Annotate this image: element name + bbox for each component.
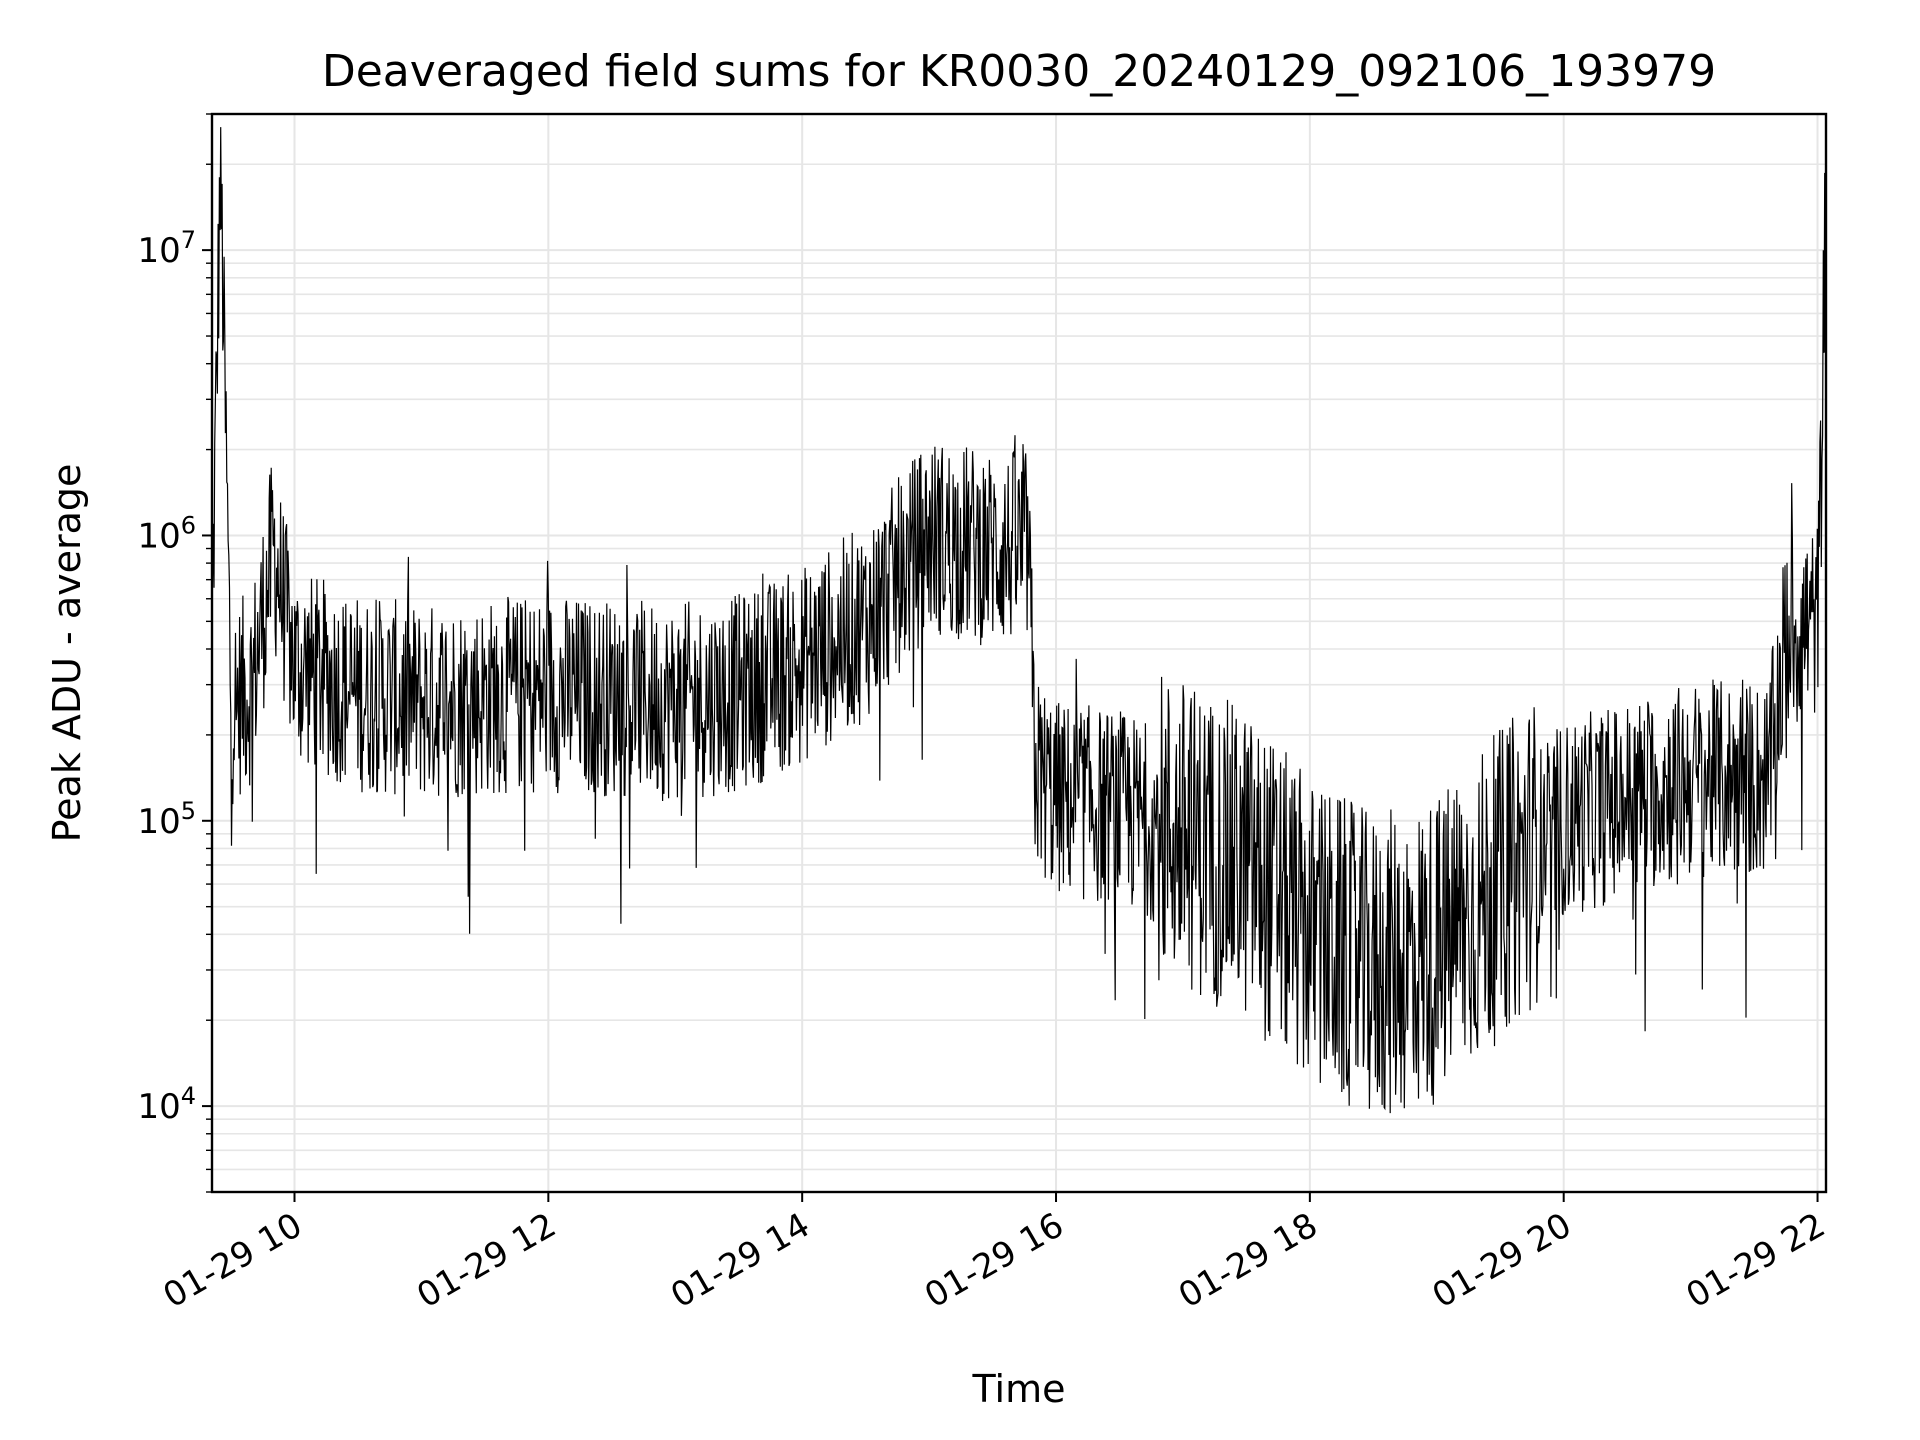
x-tick-label: 01-29 18: [1172, 1205, 1324, 1316]
x-tick-label: 01-29 20: [1426, 1205, 1578, 1316]
x-tick-label: 01-29 22: [1680, 1205, 1832, 1316]
series-layer: [212, 127, 1826, 1114]
series-line: [212, 127, 1826, 1114]
x-tick-label: 01-29 14: [664, 1205, 816, 1316]
x-tick-label: 01-29 12: [410, 1205, 562, 1316]
x-axis-label: Time: [972, 1367, 1066, 1411]
y-axis-label: Peak ADU - average: [45, 464, 89, 843]
chart-title: Deaveraged field sums for KR0030_2024012…: [322, 46, 1716, 97]
y-tick-label: 106: [137, 511, 196, 556]
y-tick-label: 105: [137, 797, 196, 842]
x-tick-label: 01-29 10: [157, 1205, 309, 1316]
plot-frame: [210, 112, 1828, 1194]
y-tick-label: 107: [137, 226, 196, 271]
y-tick-label: 104: [137, 1082, 196, 1127]
x-tick-label: 01-29 16: [918, 1205, 1070, 1316]
